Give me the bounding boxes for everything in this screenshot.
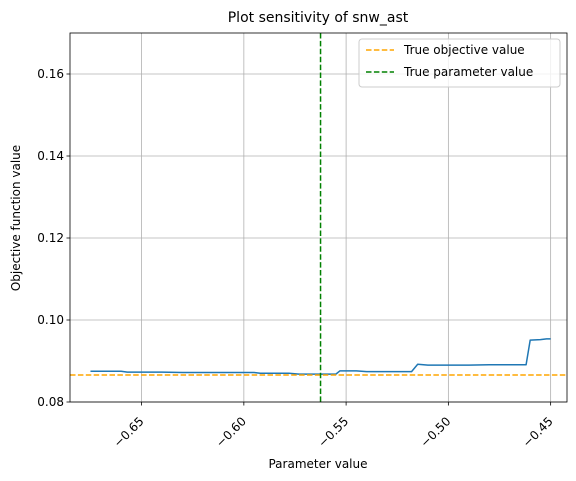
y-tick-label: 0.14 <box>37 149 64 163</box>
x-tick-label: −0.65 <box>111 414 147 450</box>
y-ticks: 0.08 0.10 0.12 0.14 0.16 <box>37 67 70 409</box>
series-layer <box>70 33 567 402</box>
y-tick-label: 0.16 <box>37 67 64 81</box>
chart-title: Plot sensitivity of snw_ast <box>228 10 409 26</box>
x-tick-label: −0.45 <box>520 414 556 450</box>
x-tick-label: −0.50 <box>418 414 454 450</box>
plot-area-background <box>70 33 567 402</box>
y-tick-label: 0.12 <box>37 231 64 245</box>
x-tick-label: −0.55 <box>315 414 351 450</box>
legend-label-true-objective: True objective value <box>403 43 525 57</box>
legend: True objective value True parameter valu… <box>358 38 561 88</box>
y-tick-label: 0.08 <box>37 395 64 409</box>
plot-frame <box>69 32 568 403</box>
legend-box <box>358 38 561 88</box>
x-axis-label: Parameter value <box>268 457 367 471</box>
legend-label-true-parameter: True parameter value <box>403 65 533 79</box>
x-tick-label: −0.60 <box>213 414 249 450</box>
sensitivity-line <box>90 338 551 375</box>
y-axis-label: Objective function value <box>9 145 23 291</box>
x-ticks: −0.65 −0.60 −0.55 −0.50 −0.45 <box>111 402 556 450</box>
y-tick-label: 0.10 <box>37 313 64 327</box>
